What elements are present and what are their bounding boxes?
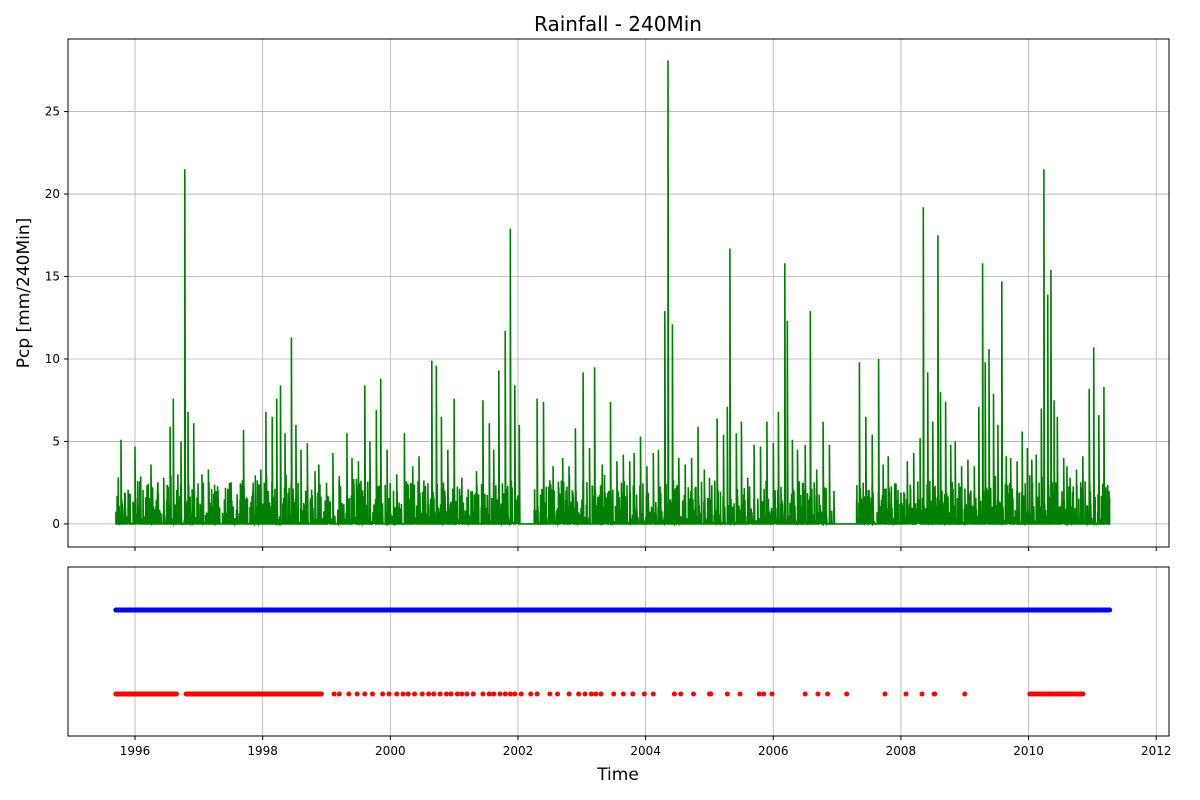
flag-point-lower: [919, 691, 925, 697]
y-axis-label: Pcp [mm/240Min]: [14, 218, 34, 369]
flag-point-lower: [630, 691, 636, 697]
flag-point-lower: [459, 691, 465, 697]
x-tick-label: 2012: [1141, 744, 1172, 758]
bottom-gridlines: [134, 567, 1157, 736]
flag-point-lower: [678, 691, 684, 697]
flag-point-lower: [769, 691, 775, 697]
bottom-axis-ticks: 1996 1998 2000 2002 2004 2006 2008 2010 2012: [120, 736, 1172, 758]
x-tick-label: 2000: [375, 744, 406, 758]
flag-point-lower: [470, 691, 476, 697]
y-tick-label: 10: [45, 352, 60, 366]
flag-point-lower: [620, 691, 626, 697]
flag-point-lower: [882, 691, 888, 697]
flag-point-lower: [426, 691, 432, 697]
flag-point-lower: [400, 691, 406, 697]
flag-points: [113, 607, 1113, 697]
flag-point-lower: [394, 691, 400, 697]
flag-point-lower: [518, 691, 524, 697]
rainfall-series: [115, 60, 1111, 527]
rainfall-line: [115, 60, 1111, 527]
flag-point-lower: [815, 691, 821, 697]
x-tick-label: 2004: [630, 744, 661, 758]
x-tick-label: 1998: [247, 744, 278, 758]
flag-point-lower: [431, 691, 437, 697]
chart-title: Rainfall - 240Min: [534, 12, 702, 36]
flag-point-lower: [611, 691, 617, 697]
y-tick-label: 20: [45, 187, 60, 201]
flag-point-lower: [534, 691, 540, 697]
y-tick-label: 25: [45, 105, 60, 119]
x-tick-label: 2010: [1013, 744, 1044, 758]
flag-point-lower: [825, 691, 831, 697]
flag-point-lower: [555, 691, 561, 697]
flag-point-lower: [588, 691, 594, 697]
flag-point-lower: [690, 691, 696, 697]
flag-point-lower: [502, 691, 508, 697]
bottom-axes-frame: [67, 566, 1170, 737]
flag-point-lower: [512, 691, 518, 697]
flag-point-lower: [566, 691, 572, 697]
rainfall-panel: 0 5 10 15 20 25 Rainfall - 240Min Pcp [mm/240…: [14, 12, 1170, 551]
flags-panel: 1996 1998 2000 2002 2004 2006 2008 2010 2012 Tim…: [67, 566, 1172, 785]
flag-point-lower: [802, 691, 808, 697]
flag-point-lower: [480, 691, 486, 697]
flag-point-lower: [346, 691, 352, 697]
flag-point-lower: [419, 691, 425, 697]
flag-point-lower: [464, 691, 470, 697]
flag-point-lower: [354, 691, 360, 697]
flag-point-lower: [671, 691, 677, 697]
flag-point-lower: [844, 691, 850, 697]
flag-point-lower: [932, 691, 938, 697]
flag-point-lower: [454, 691, 460, 697]
flag-point-lower: [582, 691, 588, 697]
flag-point-lower: [386, 691, 392, 697]
flag-point-lower: [443, 691, 449, 697]
x-axis-label: Time: [596, 765, 639, 785]
flag-point-lower: [437, 691, 443, 697]
flag-point-lower: [448, 691, 454, 697]
flag-point-lower: [405, 691, 411, 697]
flag-point-lower: [724, 691, 730, 697]
flag-point-lower: [708, 691, 714, 697]
top-axis-ticks: 0 5 10 15 20 25: [45, 105, 1157, 551]
x-tick-label: 1996: [120, 744, 151, 758]
flag-point-lower: [380, 691, 386, 697]
flag-point-lower: [412, 691, 418, 697]
flag-point-lower: [362, 691, 368, 697]
flag-point-lower: [547, 691, 553, 697]
y-tick-label: 5: [52, 434, 60, 448]
flag-point-lower: [737, 691, 743, 697]
flag-point-lower: [331, 691, 337, 697]
flag-point-lower: [528, 691, 534, 697]
flag-point-lower: [641, 691, 647, 697]
flag-point-lower: [497, 691, 503, 697]
x-tick-label: 2002: [503, 744, 534, 758]
flag-point-lower: [903, 691, 909, 697]
y-tick-label: 15: [45, 270, 60, 284]
flag-point-lower: [507, 691, 513, 697]
flag-point-lower: [598, 691, 604, 697]
flag-point-lower: [761, 691, 767, 697]
x-tick-label: 2008: [886, 744, 917, 758]
x-tick-label: 2006: [758, 744, 789, 758]
flag-point-lower: [369, 691, 375, 697]
flag-point-lower: [593, 691, 599, 697]
flag-point-lower: [491, 691, 497, 697]
flag-point-lower: [650, 691, 656, 697]
top-axes-frame: [67, 38, 1170, 548]
flag-point-lower: [486, 691, 492, 697]
flag-point-lower: [336, 691, 342, 697]
flag-point-lower: [756, 691, 762, 697]
flag-point-lower: [576, 691, 582, 697]
y-tick-label: 0: [52, 517, 60, 531]
flag-point-lower: [1080, 691, 1086, 697]
flag-point-lower: [962, 691, 968, 697]
